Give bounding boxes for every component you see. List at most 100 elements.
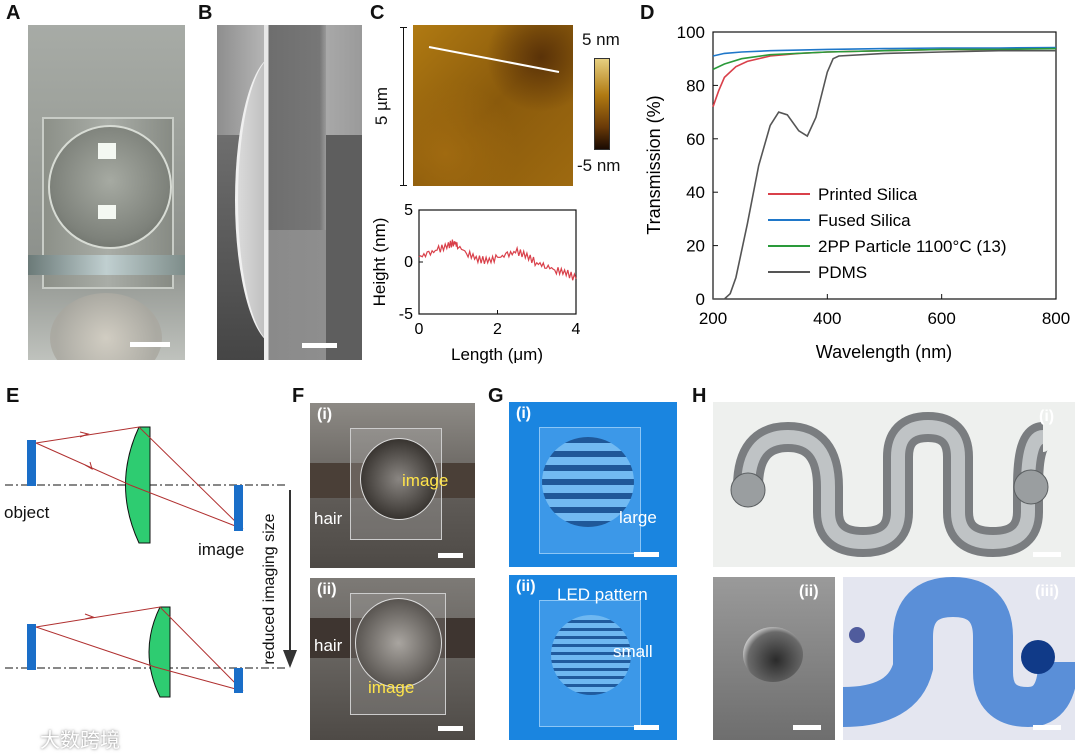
panel-b-sem-image: [217, 25, 362, 360]
scale-bar: [634, 552, 659, 557]
base-plate: [28, 255, 185, 275]
panel-label-f: F: [292, 385, 305, 407]
hair-annotation: hair: [314, 636, 343, 655]
legend-entry: Printed Silica: [818, 185, 918, 204]
sphere-lens: [355, 598, 442, 688]
colorbar: [594, 58, 610, 150]
subpanel-label: (i): [317, 406, 333, 423]
y-tick-label: -5: [399, 306, 413, 323]
ray: [35, 626, 244, 692]
panel-label-g: G: [488, 385, 504, 407]
object-plate: [27, 624, 36, 670]
y-tick-label: 20: [686, 237, 705, 256]
y-tick-label: 60: [686, 130, 705, 149]
afm-scale-bracket: [403, 27, 404, 185]
afm-scale-label: 5 µm: [372, 86, 391, 126]
afm-line-cut: [428, 46, 560, 73]
watermark: 大数跨境: [40, 730, 120, 752]
channel-inlet: [743, 627, 803, 682]
ray-arrow: [84, 613, 95, 620]
series-line-height-profile: [418, 239, 577, 281]
scale-bar: [1033, 725, 1061, 730]
reduce-arrow: [283, 490, 297, 668]
x-tick-label: 200: [699, 309, 727, 328]
panel-a-micrograph: [28, 25, 185, 360]
panel-label-c: C: [370, 2, 385, 24]
image-plate: [234, 668, 243, 693]
bracket-tick: [400, 27, 407, 28]
panel-label-h: H: [692, 385, 707, 407]
panel-g-ii-photo: (ii) LED pattern small: [509, 575, 677, 740]
hair-annotation: hair: [314, 509, 343, 528]
dyed-channel: [843, 577, 1075, 728]
panel-label-b: B: [198, 2, 213, 24]
lens-shape: [125, 426, 151, 544]
y-tick-label: 0: [696, 290, 705, 309]
reflection-highlight: [98, 143, 116, 159]
x-axis-label: Length (μm): [451, 345, 543, 364]
subpanel-label: (i): [516, 405, 532, 422]
x-tick-label: 4: [572, 321, 581, 338]
image-annotation: image: [368, 678, 415, 697]
y-axis-label: Height (nm): [370, 218, 389, 307]
scale-bar: [130, 342, 170, 347]
image-label: image: [198, 540, 245, 559]
panel-label-d: D: [640, 2, 655, 24]
ray-arrow: [79, 431, 90, 438]
ray: [35, 442, 244, 530]
reflected-sphere: [50, 293, 162, 360]
afm-height-map: [413, 25, 573, 186]
serpentine-channel: [730, 411, 1049, 558]
reflection-highlight: [98, 205, 116, 219]
subpanel-label: (ii): [516, 578, 536, 595]
legend-entry: PDMS: [818, 263, 867, 282]
sphere-lens: [360, 438, 438, 520]
reduced-imaging-size-label: reduced imaging size: [261, 513, 278, 665]
plot-frame: [712, 31, 1057, 300]
y-tick-label: 0: [404, 254, 413, 271]
x-tick-label: 0: [415, 321, 424, 338]
panel-h-i-photo: (i): [713, 402, 1075, 567]
y-tick-label: 100: [677, 23, 705, 42]
x-axis-label: Wavelength (nm): [816, 342, 952, 362]
x-tick-label: 800: [1042, 309, 1070, 328]
bracket-tick: [400, 185, 407, 186]
series-line-2: [712, 46, 1057, 57]
panel-g-i-photo: (i) large: [509, 402, 677, 567]
x-tick-label: 2: [493, 321, 502, 338]
image-annotation: image: [402, 471, 449, 490]
subpanel-label: (i): [1039, 408, 1055, 425]
scale-bar: [793, 725, 821, 730]
series-line-1: [712, 47, 1057, 108]
y-tick-label: 80: [686, 76, 705, 95]
panel-label-e: E: [6, 385, 20, 407]
pillar-lower: [264, 230, 326, 360]
series-line-4: [713, 49, 1056, 300]
scale-bar: [634, 725, 659, 730]
scale-bar: [438, 726, 463, 731]
panel-f-ii-photo: (ii) image hair: [310, 578, 475, 740]
object-plate: [27, 440, 36, 486]
colorbar-min-label: -5 nm: [577, 156, 621, 175]
led-pattern-small: [551, 615, 631, 695]
scale-bar: [1033, 552, 1061, 557]
scale-bar: [302, 343, 337, 348]
object-label: object: [4, 503, 50, 522]
legend-entry: 2PP Particle 1100°C (13): [818, 237, 1007, 256]
panel-e-ray-diagram: [5, 426, 285, 698]
ray: [35, 426, 244, 530]
legend-entry: Fused Silica: [818, 211, 911, 230]
image-plate: [234, 485, 243, 531]
panel-label-a: A: [6, 2, 21, 24]
panel-f-i-photo: (i) image hair: [310, 403, 475, 568]
y-tick-label: 40: [686, 183, 705, 202]
small-label: small: [613, 642, 653, 661]
ray: [35, 606, 244, 692]
led-pattern-label: LED pattern: [557, 585, 648, 604]
scale-bar: [438, 553, 463, 558]
x-tick-label: 600: [927, 309, 955, 328]
y-tick-label: 5: [404, 202, 413, 219]
panel-h-ii-photo: (ii): [713, 577, 835, 740]
subpanel-label: (iii): [1035, 583, 1059, 600]
